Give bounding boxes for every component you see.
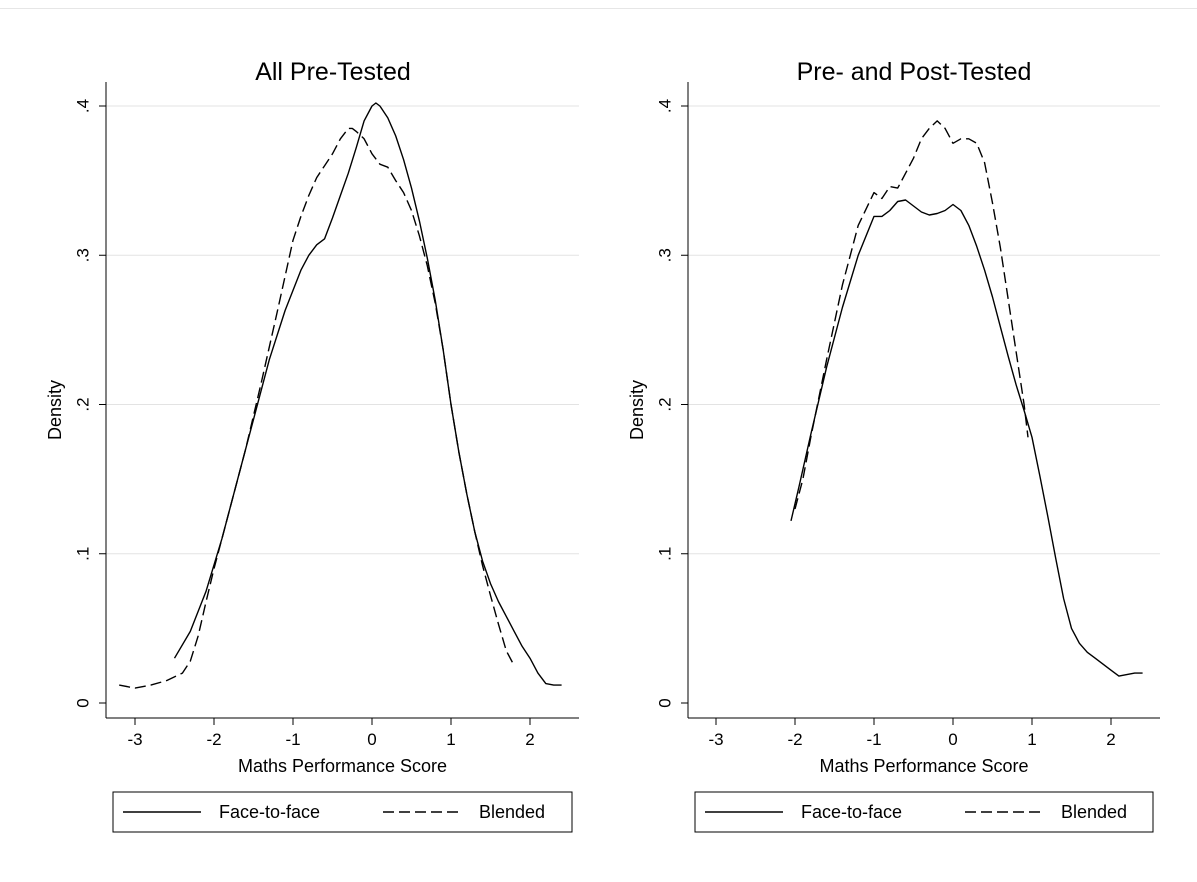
x-axis-label: Maths Performance Score (238, 756, 447, 776)
legend-label: Blended (479, 802, 545, 822)
x-tick-label: 2 (525, 730, 534, 749)
x-tick-label: -3 (708, 730, 723, 749)
x-tick-label: -1 (285, 730, 300, 749)
legend-label: Face-to-face (219, 802, 320, 822)
top-divider (0, 8, 1197, 9)
x-tick-label: -2 (206, 730, 221, 749)
y-tick-label: .1 (655, 547, 674, 561)
y-tick-label: .3 (73, 248, 92, 262)
series-line-blended (119, 127, 515, 689)
legend-label: Face-to-face (801, 802, 902, 822)
series-line-blended (794, 120, 1029, 510)
x-tick-label: 0 (948, 730, 957, 749)
y-tick-label: 0 (655, 698, 674, 707)
y-tick-label: .2 (73, 397, 92, 411)
y-tick-label: .4 (655, 99, 674, 113)
y-tick-label: .2 (655, 397, 674, 411)
x-axis-label: Maths Performance Score (819, 756, 1028, 776)
y-tick-label: .1 (73, 547, 92, 561)
y-tick-label: .3 (655, 248, 674, 262)
chart-title: All Pre-Tested (255, 58, 411, 86)
legend: Face-to-face Blended (694, 791, 1154, 833)
x-tick-label: -2 (787, 730, 802, 749)
x-tick-label: 2 (1106, 730, 1115, 749)
x-tick-label: 1 (446, 730, 455, 749)
x-tick-label: 0 (367, 730, 376, 749)
y-axis-label: Density (627, 380, 647, 440)
x-tick-label: -1 (866, 730, 881, 749)
x-tick-label: -3 (127, 730, 142, 749)
series-line-face-to-face (173, 102, 562, 686)
y-tick-label: .4 (73, 99, 92, 113)
legend: Face-to-face Blended (112, 791, 573, 833)
x-tick-label: 1 (1027, 730, 1036, 749)
legend-label: Blended (1061, 802, 1127, 822)
panel-2: 0 .1 .2 .3 .4 -3 -2 -1 0 1 2 Pre- and Post-Tested Ma… (627, 58, 1160, 833)
y-tick-label: 0 (73, 698, 92, 707)
chart-title: Pre- and Post-Tested (797, 58, 1032, 86)
y-axis-label: Density (45, 380, 65, 440)
series-line-face-to-face (790, 199, 1143, 677)
panel-1: 0 .1 .2 .3 .4 -3 -2 -1 0 1 2 All Pre-Tested Maths Pe… (45, 58, 579, 833)
